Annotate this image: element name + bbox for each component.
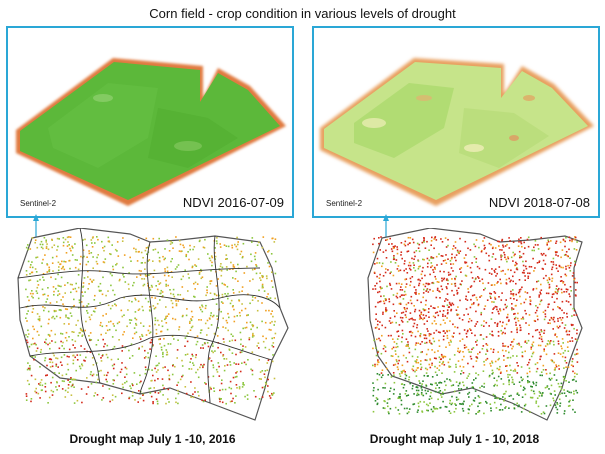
figure-title: Corn field - crop condition in various l… bbox=[149, 6, 456, 21]
field-ndvi-2018-image bbox=[320, 58, 594, 206]
drought-map-2016 bbox=[10, 227, 295, 423]
map-caption-2018: Drought map July 1 - 10, 2018 bbox=[369, 432, 540, 446]
field-ndvi-2016-image bbox=[16, 58, 286, 206]
sensor-label: Sentinel-2 bbox=[326, 199, 363, 208]
ndvi-date-label: NDVI 2016-07-09 bbox=[182, 195, 284, 210]
ndvi-date-label: NDVI 2018-07-08 bbox=[488, 195, 590, 210]
ndvi-panel-2018: Sentinel-2 NDVI 2018-07-08 bbox=[312, 26, 600, 218]
sensor-label: Sentinel-2 bbox=[20, 199, 57, 208]
ndvi-panel-2016: Sentinel-2 NDVI 2016-07-09 bbox=[6, 26, 294, 218]
map-caption-2016: Drought map July 1 -10, 2016 bbox=[69, 432, 236, 446]
drought-map-2018 bbox=[312, 227, 597, 423]
